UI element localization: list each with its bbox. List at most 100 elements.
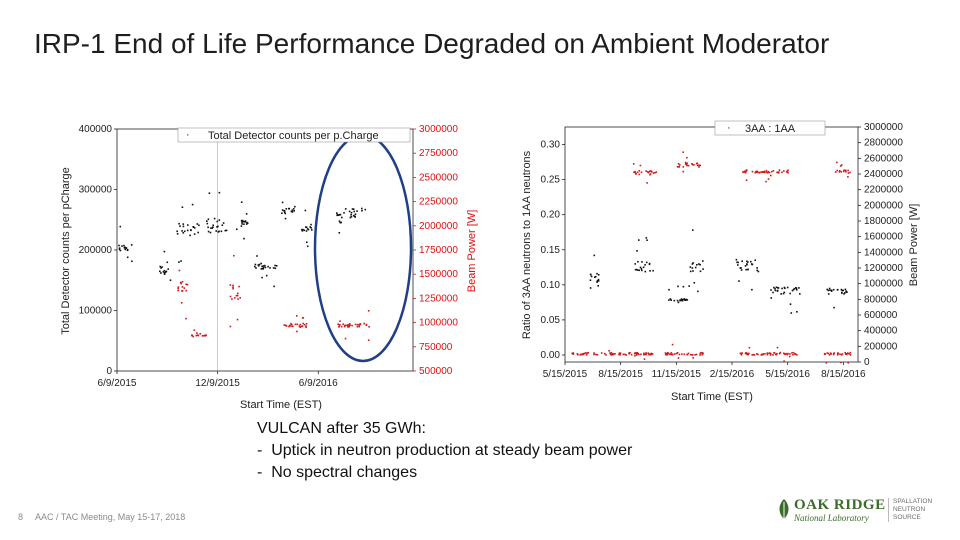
chart1-y2-tick-label: 2000000 <box>419 221 458 232</box>
chart2-power-point <box>677 357 680 359</box>
chart1-power-point <box>337 323 339 325</box>
chart1-data-point <box>218 191 221 194</box>
chart1-data-point <box>361 209 363 212</box>
chart2-power-point <box>579 353 582 356</box>
chart2-power-point <box>829 352 832 354</box>
chart2-data-point <box>686 299 689 301</box>
chart2-data-point <box>593 254 596 257</box>
chart2-power-point <box>761 171 763 173</box>
chart2-power-point <box>654 171 656 174</box>
chart1-data-point <box>193 233 196 235</box>
chart2-power-point <box>678 353 681 356</box>
chart2-data-point <box>702 260 704 262</box>
chart2-power-point <box>765 180 767 183</box>
chart2-power-point <box>676 352 679 354</box>
chart2-power-point <box>612 353 615 356</box>
chart2-power-point <box>786 353 789 356</box>
chart1-power-point <box>354 323 357 326</box>
chart1-power-point <box>339 320 341 322</box>
chart1-data-point <box>246 222 249 224</box>
chart2-power-point <box>785 352 787 355</box>
chart2-power-point <box>741 352 743 354</box>
chart1-data-point <box>262 266 265 269</box>
chart2-power-point <box>634 354 636 357</box>
chart2-data-point <box>596 272 598 275</box>
chart2-data-point <box>842 289 844 292</box>
chart1-data-point <box>198 224 200 227</box>
chart1-data-point <box>118 248 121 251</box>
chart2-data-point <box>793 287 796 290</box>
chart1-power-point <box>305 323 308 325</box>
chart1-power-point <box>185 289 188 292</box>
chart2-data-point <box>670 299 672 301</box>
chart1-y2-tick-label: 1250000 <box>419 293 458 304</box>
chart1-power-point <box>181 286 184 288</box>
chart1-data-point <box>260 262 262 265</box>
chart1-power-point <box>235 294 238 297</box>
chart1-data-point <box>338 232 341 234</box>
chart2-power-point <box>686 353 689 356</box>
chart2-data-point <box>757 270 760 273</box>
chart2-power-point <box>744 171 747 174</box>
chart2-power-point <box>645 353 647 356</box>
chart2-power-point <box>622 353 625 356</box>
chart1-data-point <box>283 211 286 214</box>
chart1-power-point <box>351 324 353 327</box>
chart1-data-point <box>241 223 243 225</box>
chart1-power-point <box>296 323 299 326</box>
page-number: 8 <box>18 512 24 522</box>
chart2-power-point <box>640 353 642 356</box>
chart1-power-point <box>195 334 198 337</box>
chart2-power-point <box>635 354 638 356</box>
chart1-data-point <box>309 226 311 228</box>
chart1-power-point <box>229 284 232 286</box>
chart2-data-point <box>639 266 642 269</box>
chart1-x-tick-label: 6/9/2016 <box>299 378 338 389</box>
chart1-data-point <box>293 210 295 212</box>
chart2-data-point <box>756 269 758 272</box>
chart1-power-point <box>344 324 346 327</box>
chart1-data-point <box>159 265 161 268</box>
chart2-power-point <box>640 171 643 174</box>
chart1-power-point <box>349 323 351 325</box>
chart1-power-point <box>367 339 370 341</box>
chart1-data-point <box>283 210 286 212</box>
chart2-data-point <box>795 289 798 291</box>
chart1-power-point <box>358 324 360 326</box>
chart2-data-point <box>792 288 795 291</box>
chart1-power-point <box>237 298 239 300</box>
chart2-power-point <box>667 352 669 354</box>
chart2-power-point <box>670 352 673 354</box>
chart2-power-point <box>764 353 766 355</box>
chart2-data-point <box>696 264 698 266</box>
chart1-data-point <box>243 223 245 225</box>
chart2-power-point <box>686 162 688 165</box>
chart2-power-point <box>604 352 606 355</box>
chart2-power-point <box>625 354 627 356</box>
chart2-power-point <box>847 352 849 355</box>
chart2-power-point <box>769 352 771 354</box>
chart2-x-tick-label: 11/15/2015 <box>652 369 702 380</box>
chart2-power-point <box>776 346 779 349</box>
chart2-power-point <box>694 354 696 356</box>
chart1-data-point <box>209 231 212 234</box>
chart2-power-point <box>671 343 674 346</box>
chart1-data-point <box>294 205 296 208</box>
chart1-power-point <box>356 323 359 326</box>
chart1-data-point <box>210 227 212 229</box>
chart2-power-point <box>608 350 610 352</box>
chart1-power-point <box>299 326 301 328</box>
chart2-data-point <box>774 289 777 292</box>
chart2-data-point <box>652 269 654 272</box>
chart2-power-point <box>776 352 778 355</box>
chart2-power-point <box>788 355 791 358</box>
chart2-legend-marker: · <box>727 122 731 134</box>
chart1-data-point <box>284 212 287 215</box>
chart2-data-point <box>636 269 639 271</box>
chart2-power-point <box>645 170 647 172</box>
chart2-power-point <box>847 176 849 178</box>
chart2-power-point <box>668 353 671 355</box>
chart2-power-point <box>842 170 845 173</box>
chart2-power-point <box>849 354 852 356</box>
chart2-data-point <box>698 263 700 265</box>
